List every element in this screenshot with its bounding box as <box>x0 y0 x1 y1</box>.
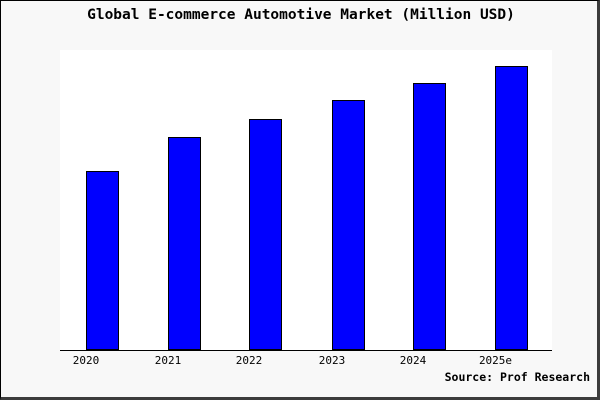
source-note: Source: Prof Research <box>444 370 590 384</box>
bar-2020 <box>86 171 119 350</box>
x-axis-line <box>60 350 552 351</box>
x-tick-label-2021: 2021 <box>154 354 182 367</box>
x-tick-label-2023: 2023 <box>318 354 346 367</box>
bar-2024 <box>413 83 446 350</box>
bar-2022 <box>249 119 282 350</box>
x-tick-label-2020: 2020 <box>72 354 100 367</box>
bar-2021 <box>168 137 201 350</box>
bar-2023 <box>332 100 365 350</box>
x-tick-label-2022: 2022 <box>235 354 263 367</box>
x-tick-label-2024: 2024 <box>399 354 427 367</box>
bar-2025e <box>495 66 528 350</box>
chart-title: Global E-commerce Automotive Market (Mil… <box>87 7 515 23</box>
x-tick-label-2025e: 2025e <box>478 354 513 367</box>
plot-area <box>60 50 552 350</box>
